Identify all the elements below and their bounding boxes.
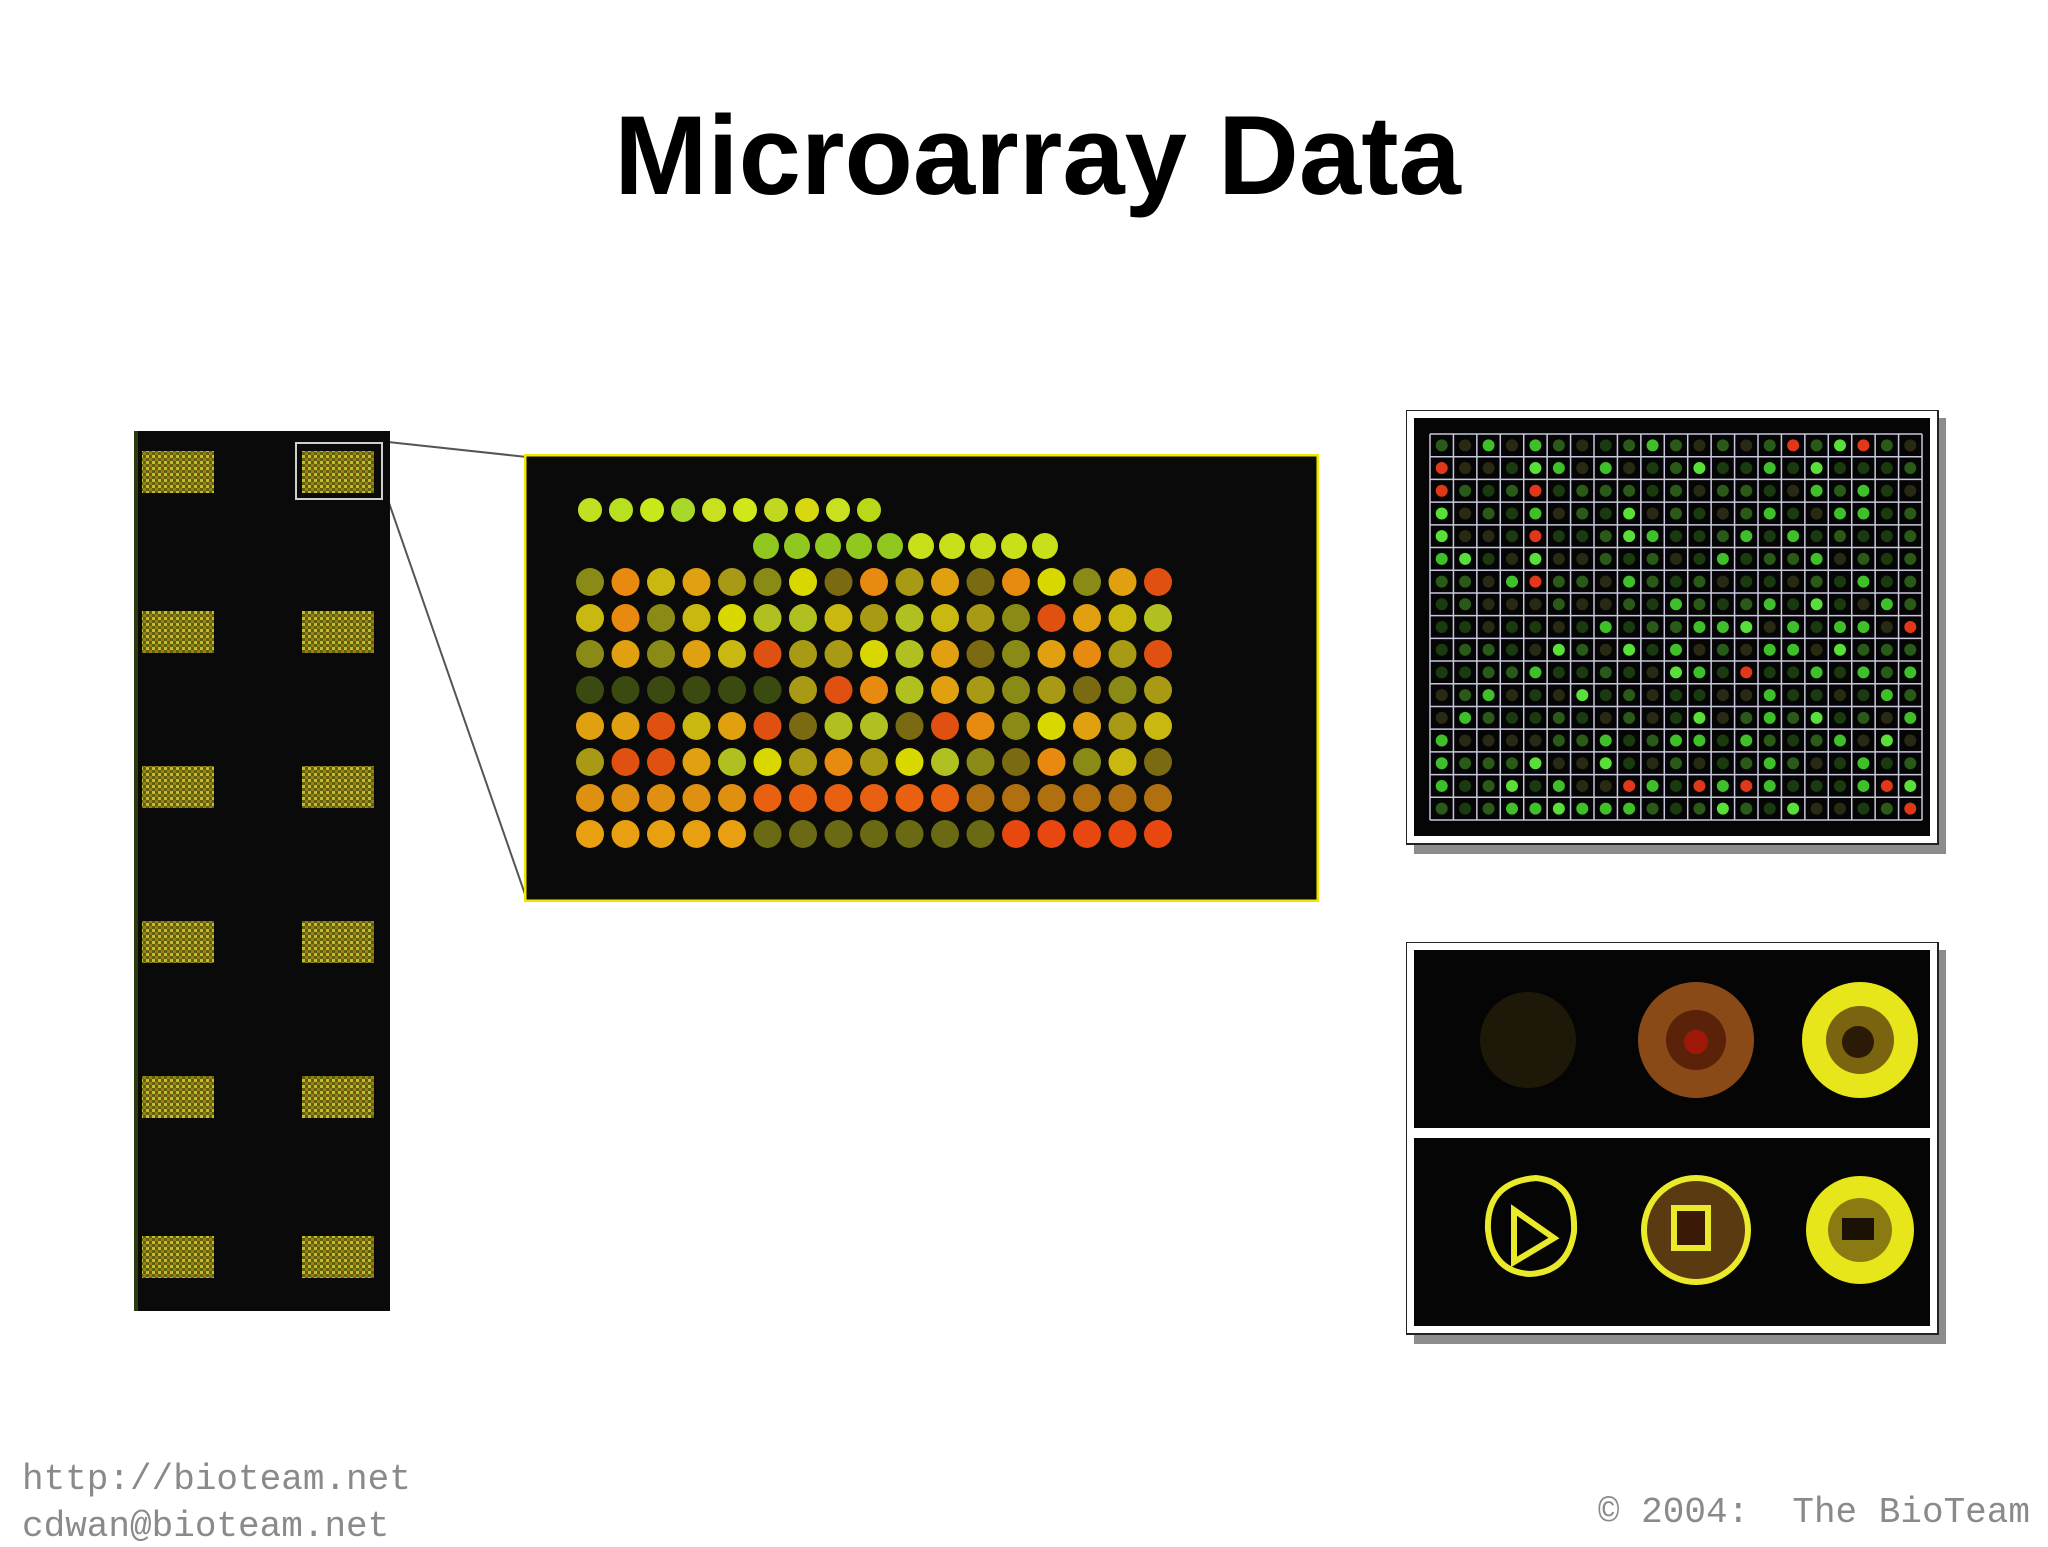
- microarray-slide-overview: [134, 431, 390, 1311]
- spot-segmentation-closeup: [1406, 942, 1946, 1344]
- footer-url: http://bioteam.net: [22, 1459, 411, 1500]
- footer-email: cdwan@bioteam.net: [22, 1506, 390, 1547]
- footer-copyright-text: © 2004: The BioTeam: [1597, 1492, 2030, 1533]
- gridded-spot-array: [1406, 410, 1946, 854]
- microarray-zoomed-block: [524, 454, 1319, 902]
- footer-copyright: © 2004: The BioTeam: [1598, 1495, 2030, 1531]
- slide-title: Microarray Data: [614, 93, 1461, 218]
